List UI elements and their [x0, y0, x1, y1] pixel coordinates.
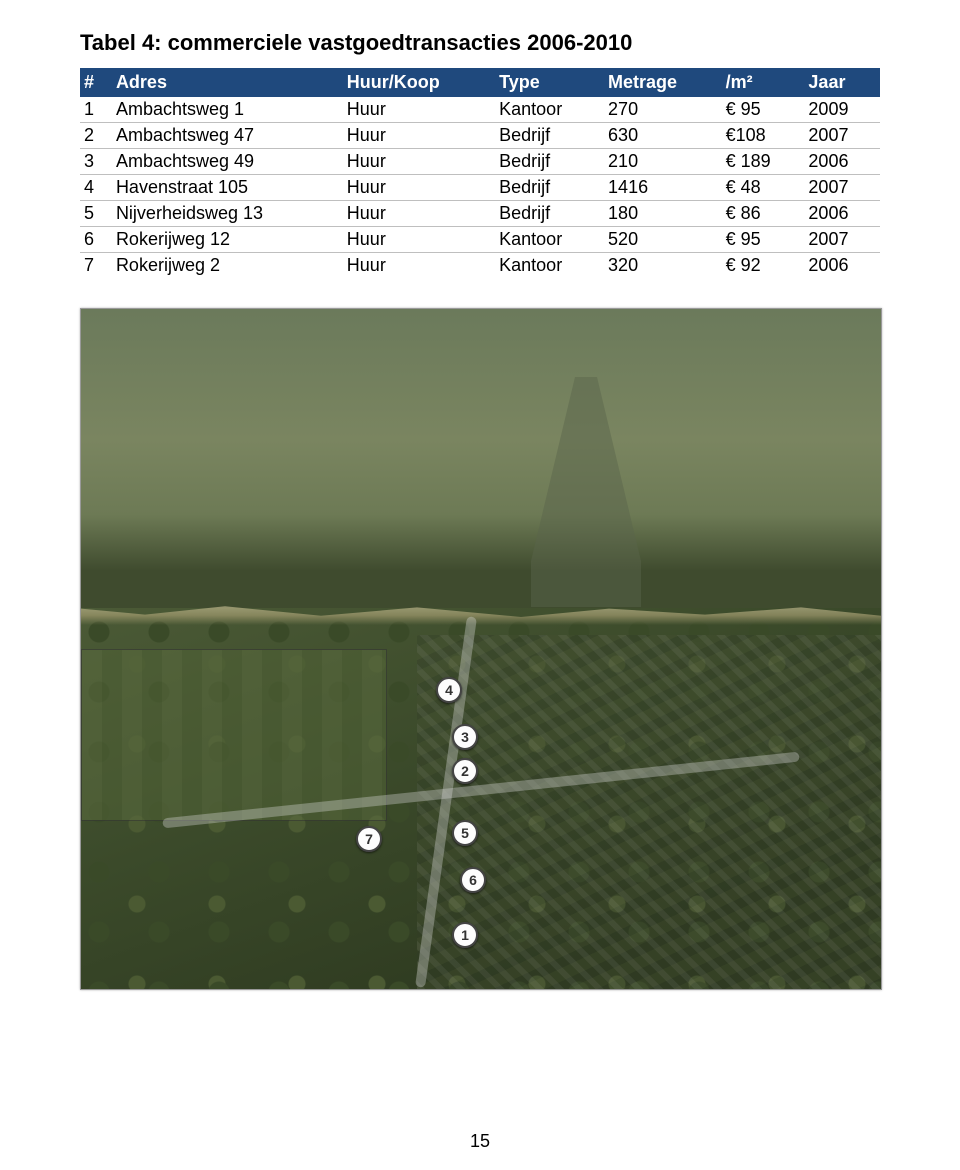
col-index: # — [80, 68, 112, 97]
satellite-map: 1 2 3 4 5 6 7 — [80, 308, 882, 990]
cell: Rokerijweg 12 — [112, 227, 343, 253]
cell: 5 — [80, 201, 112, 227]
col-type: Type — [495, 68, 604, 97]
cell: Havenstraat 105 — [112, 175, 343, 201]
cell: 2007 — [804, 175, 880, 201]
cell: 2009 — [804, 97, 880, 123]
col-metrage: Metrage — [604, 68, 722, 97]
transactions-table: # Adres Huur/Koop Type Metrage /m² Jaar … — [80, 68, 880, 278]
cell: €108 — [722, 123, 805, 149]
cell: Bedrijf — [495, 149, 604, 175]
page-number: 15 — [0, 1131, 960, 1152]
cell: 320 — [604, 253, 722, 279]
cell: Rokerijweg 2 — [112, 253, 343, 279]
cell: 270 — [604, 97, 722, 123]
cell: 2 — [80, 123, 112, 149]
cell: € 189 — [722, 149, 805, 175]
cell: 2007 — [804, 123, 880, 149]
map-marker: 1 — [452, 922, 478, 948]
cell: 630 — [604, 123, 722, 149]
cell: 520 — [604, 227, 722, 253]
cell: 180 — [604, 201, 722, 227]
document-page: Tabel 4: commerciele vastgoedtransacties… — [0, 0, 960, 1170]
cell: € 86 — [722, 201, 805, 227]
table-row: 3 Ambachtsweg 49 Huur Bedrijf 210 € 189 … — [80, 149, 880, 175]
col-jaar: Jaar — [804, 68, 880, 97]
cell: 3 — [80, 149, 112, 175]
col-adres: Adres — [112, 68, 343, 97]
cell: Kantoor — [495, 227, 604, 253]
cell: Bedrijf — [495, 175, 604, 201]
cell: Ambachtsweg 47 — [112, 123, 343, 149]
cell: Bedrijf — [495, 123, 604, 149]
cell: € 95 — [722, 227, 805, 253]
cell: € 92 — [722, 253, 805, 279]
cell: Huur — [343, 227, 495, 253]
table-row: 5 Nijverheidsweg 13 Huur Bedrijf 180 € 8… — [80, 201, 880, 227]
map-marker: 5 — [452, 820, 478, 846]
map-marker: 7 — [356, 826, 382, 852]
cell: 7 — [80, 253, 112, 279]
cell: 1416 — [604, 175, 722, 201]
cell: Huur — [343, 175, 495, 201]
cell: 210 — [604, 149, 722, 175]
col-huurkoop: Huur/Koop — [343, 68, 495, 97]
cell: Ambachtsweg 49 — [112, 149, 343, 175]
cell: 4 — [80, 175, 112, 201]
cell: 6 — [80, 227, 112, 253]
cell: Ambachtsweg 1 — [112, 97, 343, 123]
table-row: 2 Ambachtsweg 47 Huur Bedrijf 630 €108 2… — [80, 123, 880, 149]
cell: Bedrijf — [495, 201, 604, 227]
cell: Kantoor — [495, 97, 604, 123]
cell: Huur — [343, 201, 495, 227]
col-price: /m² — [722, 68, 805, 97]
table-title: Tabel 4: commerciele vastgoedtransacties… — [80, 30, 880, 56]
cell: 2007 — [804, 227, 880, 253]
map-marker: 3 — [452, 724, 478, 750]
map-marker: 6 — [460, 867, 486, 893]
table-row: 7 Rokerijweg 2 Huur Kantoor 320 € 92 200… — [80, 253, 880, 279]
map-marker: 4 — [436, 677, 462, 703]
map-fields — [81, 649, 387, 821]
cell: 2006 — [804, 149, 880, 175]
table-header-row: # Adres Huur/Koop Type Metrage /m² Jaar — [80, 68, 880, 97]
cell: 2006 — [804, 253, 880, 279]
cell: Huur — [343, 123, 495, 149]
cell: € 95 — [722, 97, 805, 123]
table-row: 4 Havenstraat 105 Huur Bedrijf 1416 € 48… — [80, 175, 880, 201]
table-row: 1 Ambachtsweg 1 Huur Kantoor 270 € 95 20… — [80, 97, 880, 123]
cell: 2006 — [804, 201, 880, 227]
table-row: 6 Rokerijweg 12 Huur Kantoor 520 € 95 20… — [80, 227, 880, 253]
cell: Huur — [343, 149, 495, 175]
map-marker: 2 — [452, 758, 478, 784]
cell: Huur — [343, 253, 495, 279]
cell: Nijverheidsweg 13 — [112, 201, 343, 227]
cell: Huur — [343, 97, 495, 123]
map-town — [417, 635, 881, 989]
table-body: 1 Ambachtsweg 1 Huur Kantoor 270 € 95 20… — [80, 97, 880, 278]
cell: Kantoor — [495, 253, 604, 279]
cell: € 48 — [722, 175, 805, 201]
cell: 1 — [80, 97, 112, 123]
